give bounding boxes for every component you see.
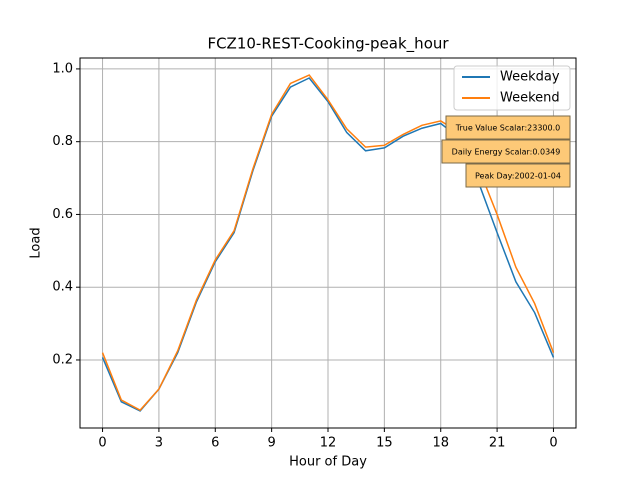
- plot-frame: [79, 57, 577, 429]
- annotation-box: [445, 115, 571, 140]
- annotation-box: [465, 163, 571, 188]
- annotation-text: True Value Scalar:23300.0: [455, 124, 560, 133]
- x-tick-label: 21: [489, 436, 506, 451]
- x-tick-label: 0: [549, 436, 557, 451]
- annotation-text: Daily Energy Scalar:0.0349: [452, 148, 561, 157]
- x-tick-label: 0: [98, 436, 106, 451]
- annotation-text: Peak Day:2002-01-04: [475, 172, 561, 181]
- y-axis-label: Load: [29, 227, 44, 258]
- y-tick-label: 0.2: [52, 352, 73, 367]
- annotation-box: [441, 139, 571, 164]
- chart-title: FCZ10-REST-Cooking-peak_hour: [207, 35, 449, 54]
- x-tick-label: 15: [376, 436, 393, 451]
- x-tick-label: 3: [155, 436, 163, 451]
- y-tick-label: 0.8: [52, 134, 73, 149]
- x-tick-label: 9: [267, 436, 275, 451]
- x-tick-label: 6: [211, 436, 219, 451]
- legend-label: Weekday: [500, 70, 560, 85]
- y-tick-label: 0.6: [52, 207, 73, 222]
- y-tick-label: 0.4: [52, 280, 73, 295]
- x-tick-label: 12: [320, 436, 337, 451]
- x-tick-label: 18: [432, 436, 449, 451]
- y-tick-label: 1.0: [52, 61, 73, 76]
- legend-label: Weekend: [500, 91, 560, 106]
- x-axis-label: Hour of Day: [289, 455, 367, 470]
